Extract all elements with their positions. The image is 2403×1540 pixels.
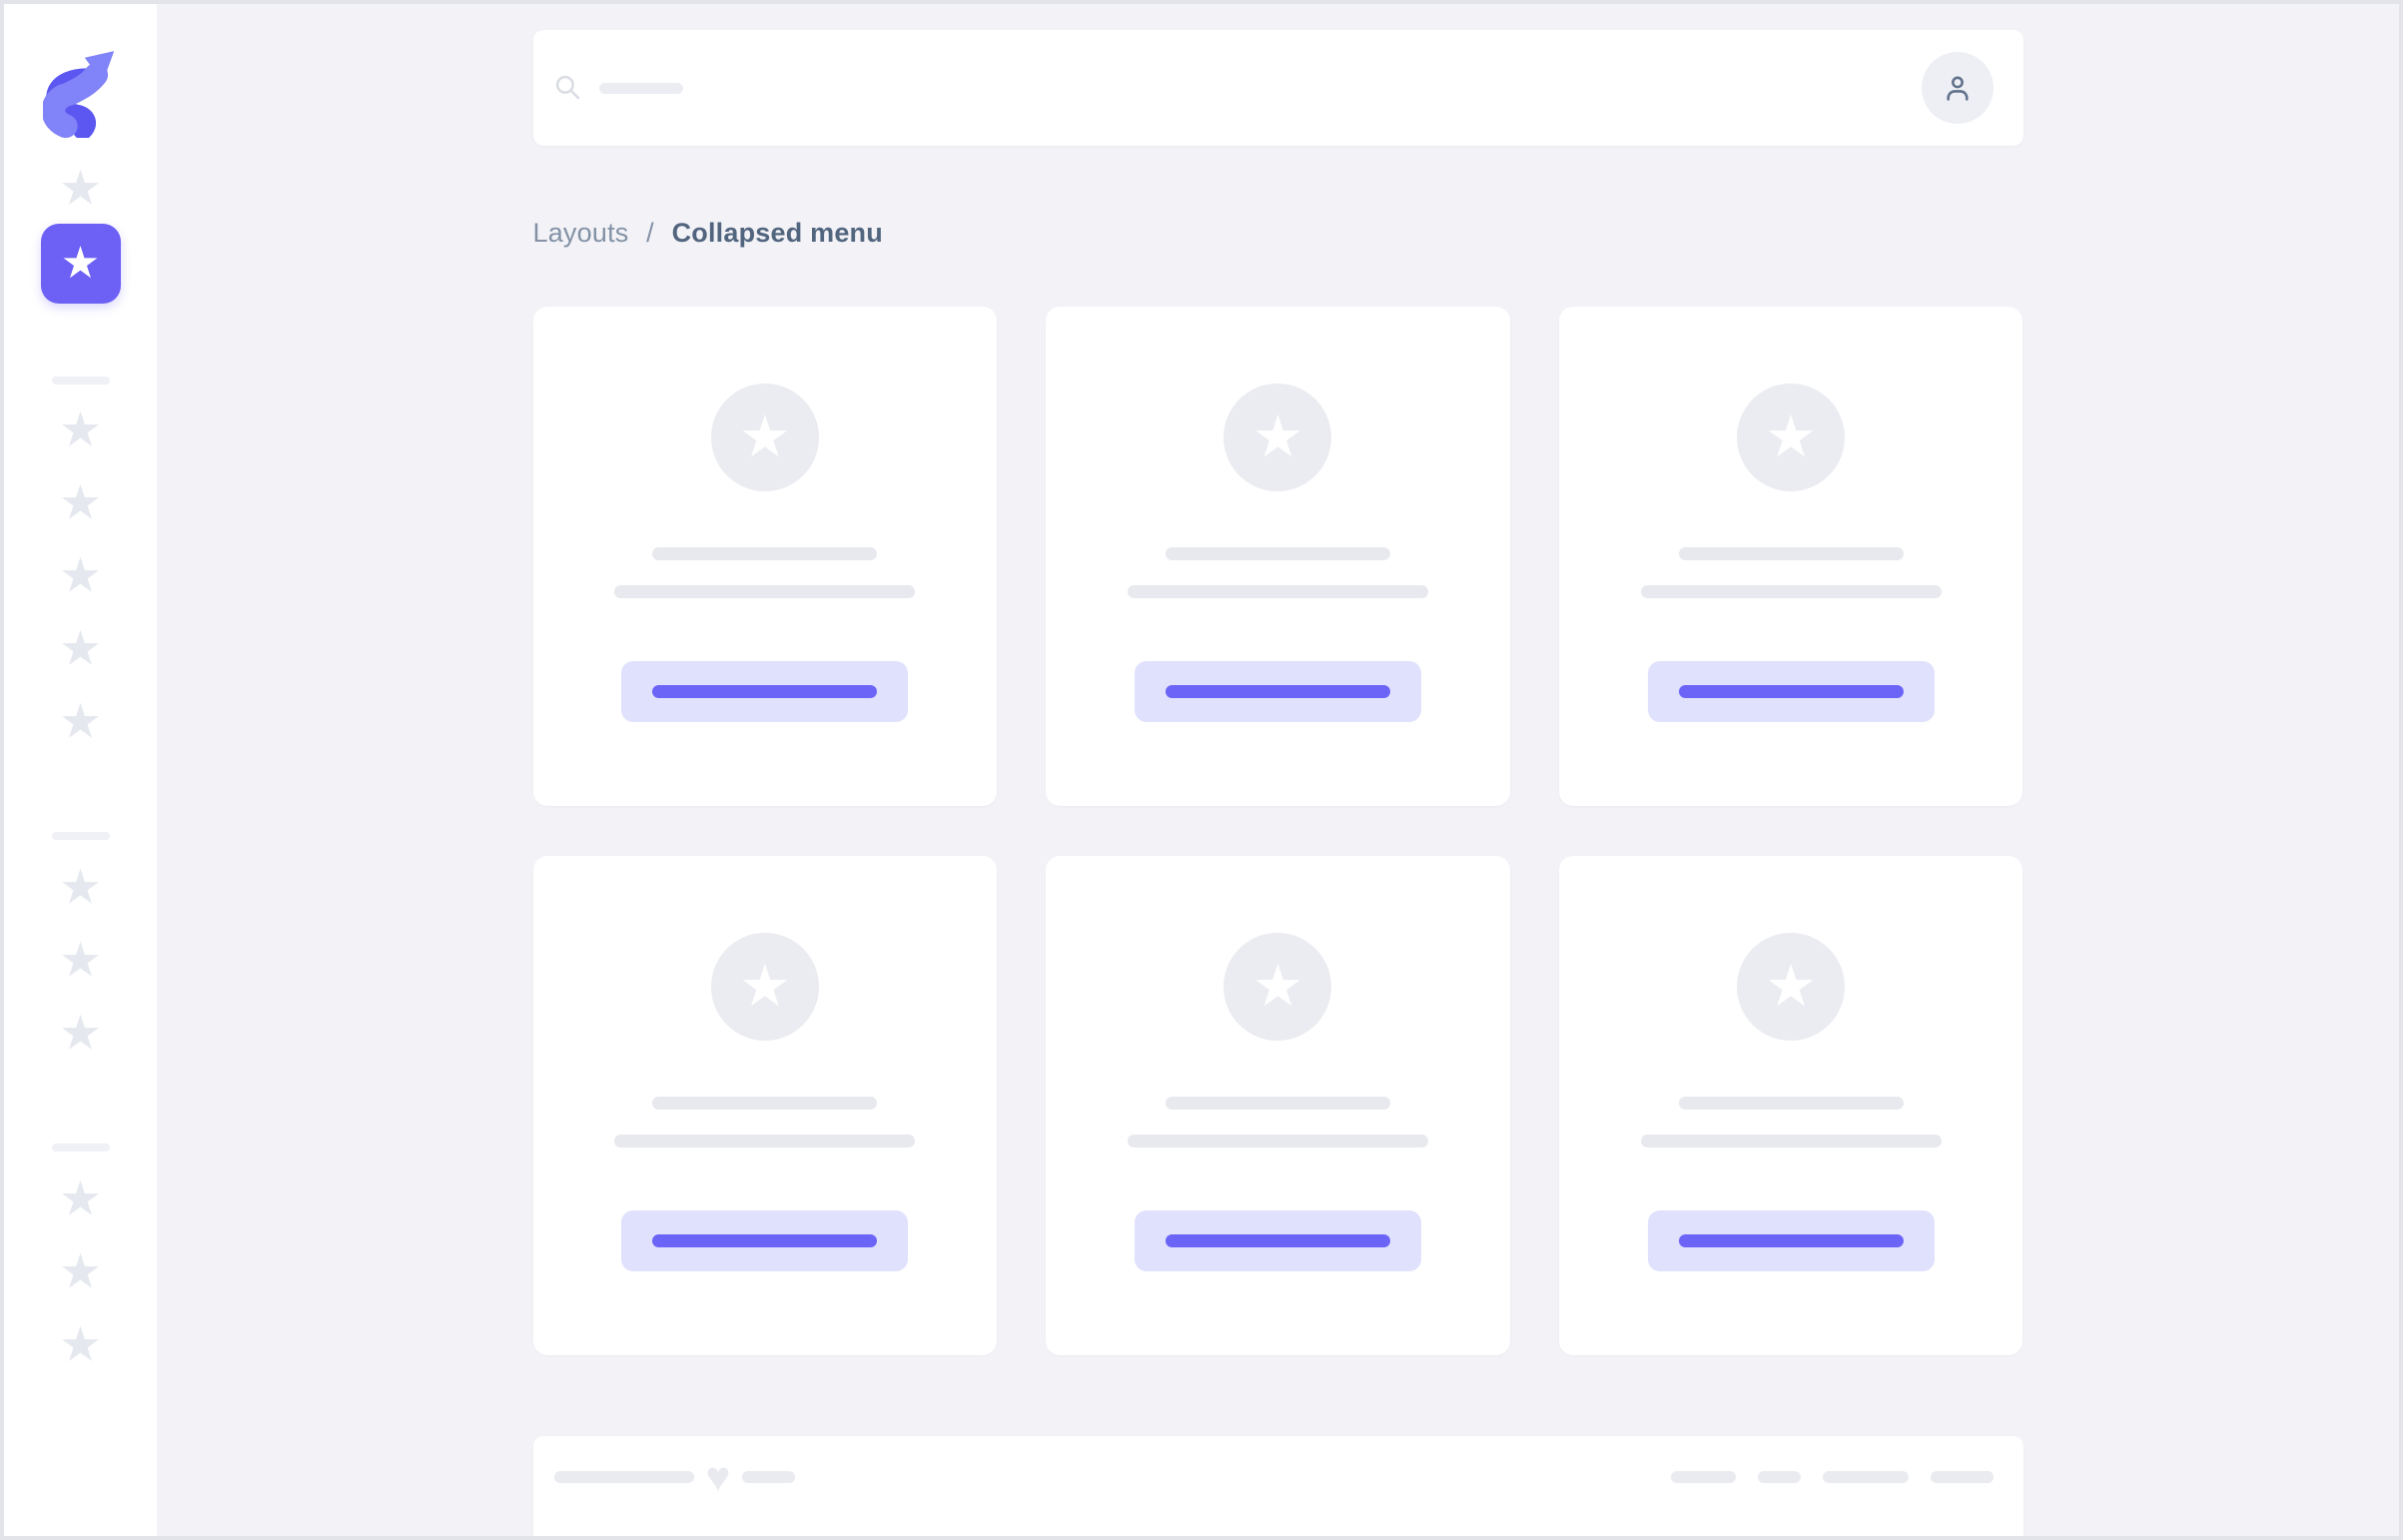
star-icon: ★	[58, 162, 103, 215]
sidebar-item[interactable]: ★	[38, 998, 124, 1071]
card-button-skeleton[interactable]	[1134, 1210, 1421, 1271]
list-card: ♥	[532, 1436, 2023, 1536]
sidebar-divider	[51, 832, 110, 840]
star-icon: ★	[1251, 404, 1304, 469]
heart-icon: ♥	[705, 1453, 731, 1500]
pagination-skeleton-pill	[1822, 1471, 1909, 1483]
star-icon: ★	[58, 934, 103, 987]
star-icon: ★	[1251, 954, 1304, 1019]
text-skeleton-line	[652, 1097, 878, 1110]
sidebar-item[interactable]: ★	[38, 1309, 124, 1382]
card-avatar: ★	[710, 933, 819, 1041]
card-button-skeleton[interactable]	[621, 1210, 909, 1271]
star-icon: ★	[738, 404, 791, 469]
sidebar-item[interactable]: ★	[38, 1236, 124, 1309]
button-label-skeleton	[652, 1234, 878, 1247]
sidebar-divider	[51, 377, 110, 385]
card: ★	[1046, 307, 1510, 806]
text-skeleton-line	[1165, 1097, 1390, 1110]
search-icon	[555, 75, 579, 100]
breadcrumb-separator: /	[646, 218, 654, 248]
list-row: ♥	[553, 1453, 1994, 1500]
user-icon	[1946, 76, 1969, 101]
sidebar-item[interactable]: ★	[38, 153, 124, 226]
card-button-skeleton[interactable]	[1134, 661, 1421, 722]
sidebar-divider	[51, 1144, 110, 1152]
star-icon: ★	[58, 549, 103, 602]
card-avatar: ★	[1737, 384, 1846, 491]
sidebar-item-active[interactable]: ★	[40, 224, 121, 304]
sidebar-item[interactable]: ★	[38, 467, 124, 540]
card-avatar: ★	[1223, 384, 1332, 491]
text-skeleton-line	[1678, 547, 1904, 560]
sidebar-item[interactable]: ★	[38, 852, 124, 925]
star-icon: ★	[58, 1318, 103, 1371]
sidebar-item[interactable]: ★	[38, 613, 124, 686]
star-icon: ★	[1765, 954, 1818, 1019]
breadcrumb-link-layouts[interactable]: Layouts	[532, 218, 629, 248]
star-icon: ★	[58, 1245, 103, 1298]
star-icon: ★	[58, 1172, 103, 1225]
button-label-skeleton	[1678, 1234, 1904, 1247]
pagination-skeleton-pill	[1930, 1471, 1994, 1483]
search-placeholder-skeleton	[598, 82, 683, 94]
sidebar-item[interactable]: ★	[38, 686, 124, 759]
star-icon: ★	[60, 239, 101, 288]
text-skeleton-line	[1640, 585, 1942, 598]
star-icon: ★	[58, 695, 103, 748]
text-skeleton-line	[1678, 1097, 1904, 1110]
card-avatar: ★	[1223, 933, 1332, 1041]
main-content: Layouts / Collapsed menu ★	[157, 4, 2399, 1536]
star-icon: ★	[58, 622, 103, 675]
user-avatar-button[interactable]	[1921, 52, 1994, 124]
list-skeleton-line	[553, 1471, 694, 1483]
text-skeleton-line	[614, 1135, 916, 1148]
card: ★	[1046, 856, 1510, 1355]
button-label-skeleton	[652, 685, 878, 698]
star-icon: ★	[738, 954, 791, 1019]
button-label-skeleton	[1165, 685, 1390, 698]
card-button-skeleton[interactable]	[621, 661, 909, 722]
star-icon: ★	[58, 403, 103, 456]
text-skeleton-line	[1127, 1135, 1428, 1148]
text-skeleton-line	[1640, 1135, 1942, 1148]
star-icon: ★	[58, 476, 103, 529]
text-skeleton-line	[652, 547, 878, 560]
sidebar-item[interactable]: ★	[38, 394, 124, 467]
breadcrumb: Layouts / Collapsed menu	[533, 216, 2023, 250]
star-icon: ★	[1765, 404, 1818, 469]
star-icon: ★	[58, 1007, 103, 1060]
app-logo[interactable]	[41, 46, 119, 140]
sidebar-item[interactable]: ★	[38, 540, 124, 613]
text-skeleton-line	[614, 585, 916, 598]
pagination-skeleton-pill	[1670, 1471, 1736, 1483]
list-skeleton-line	[742, 1471, 796, 1483]
card-avatar: ★	[710, 384, 819, 491]
card-grid: ★ ★	[532, 307, 2023, 1355]
sidebar-item[interactable]: ★	[38, 925, 124, 998]
text-skeleton-line	[1127, 585, 1428, 598]
card-button-skeleton[interactable]	[1647, 661, 1935, 722]
breadcrumb-current-page: Collapsed menu	[671, 218, 883, 248]
card: ★	[1558, 307, 2023, 806]
card: ★	[532, 856, 998, 1355]
button-label-skeleton	[1678, 685, 1904, 698]
card: ★	[532, 307, 998, 806]
card: ★	[1558, 856, 2023, 1355]
card-avatar: ★	[1737, 933, 1846, 1041]
sidebar: ★ ★ ★ ★ ★ ★ ★ ★ ★ ★	[4, 4, 157, 1536]
card-button-skeleton[interactable]	[1647, 1210, 1935, 1271]
button-label-skeleton	[1165, 1234, 1390, 1247]
star-icon: ★	[58, 861, 103, 914]
search-bar[interactable]	[532, 30, 2023, 146]
pagination-skeleton-pill	[1757, 1471, 1801, 1483]
sidebar-item[interactable]: ★	[38, 1163, 124, 1236]
s-curve-arrow-logo-icon	[41, 51, 114, 140]
text-skeleton-line	[1165, 547, 1390, 560]
